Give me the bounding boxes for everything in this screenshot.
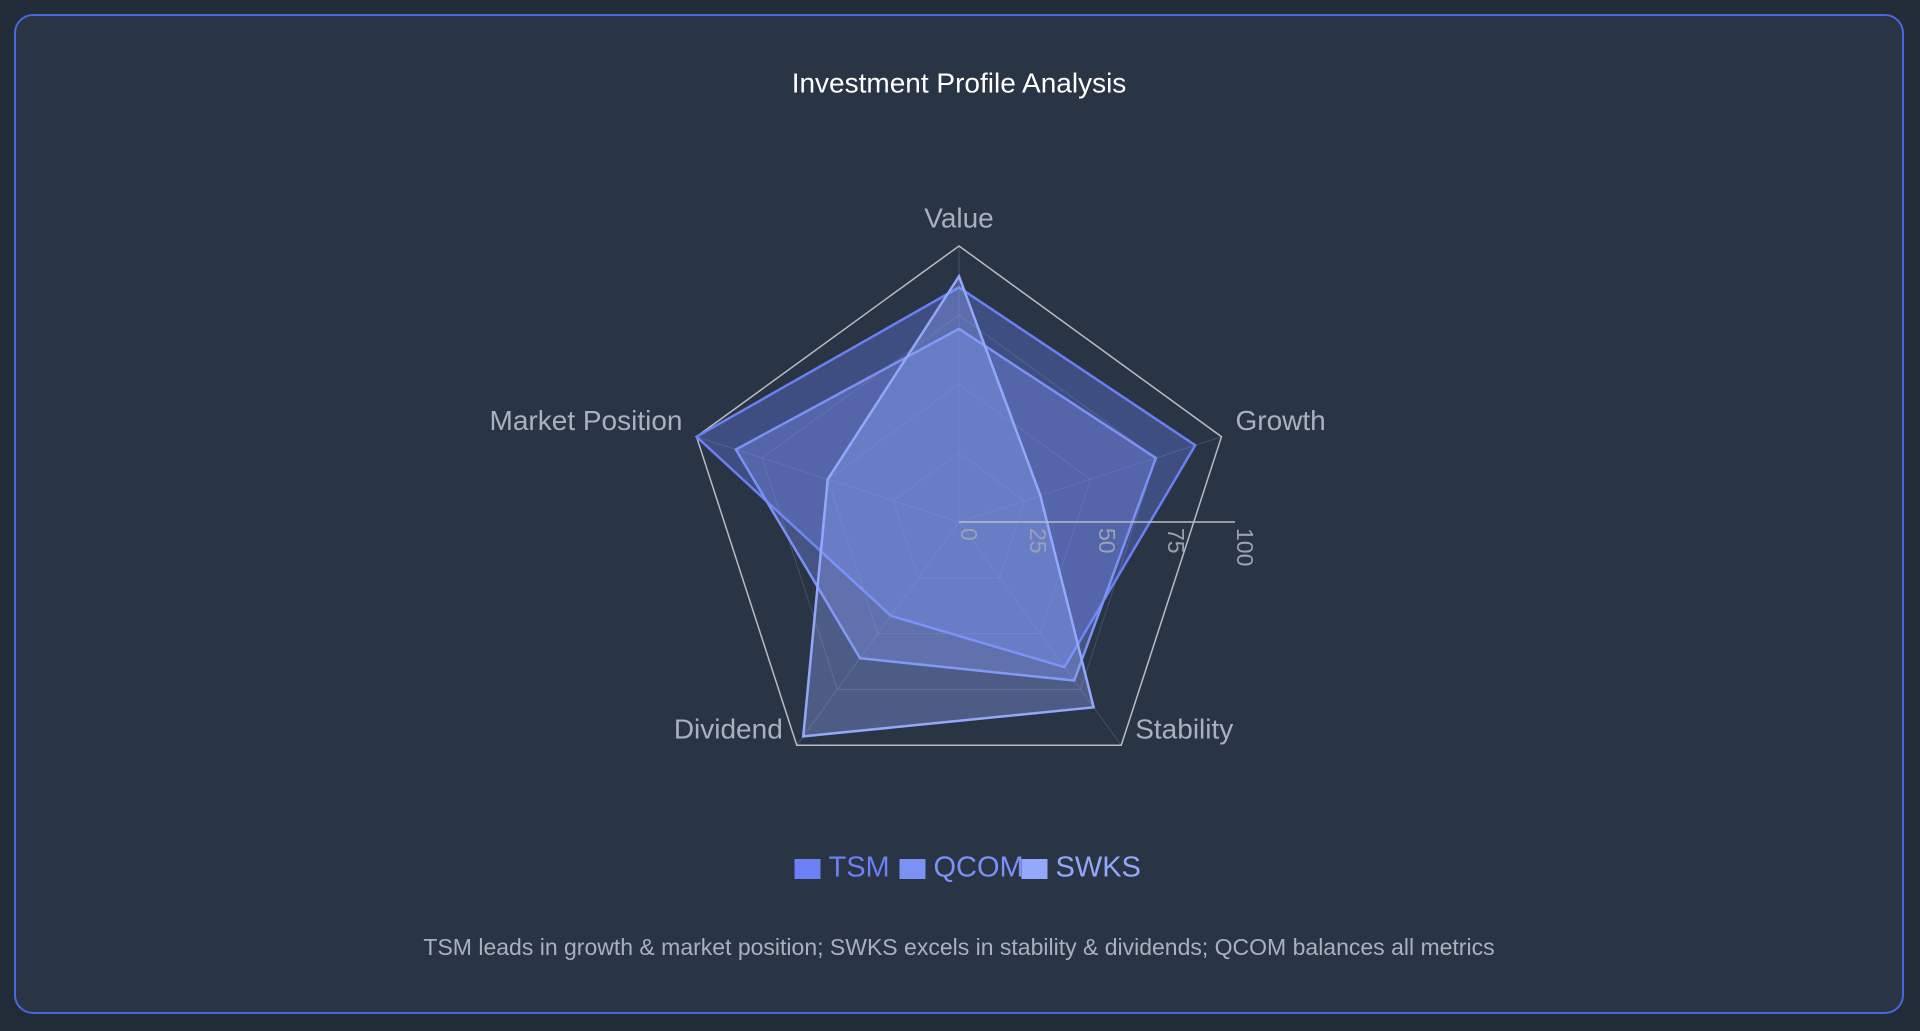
panel: [14, 14, 1904, 1014]
legend-swatch: [899, 859, 926, 879]
radar-area: [801, 273, 1096, 738]
category-label: Stability: [1135, 714, 1233, 745]
r-tick-label: 100: [1232, 528, 1258, 566]
grid-ring: [761, 314, 1157, 690]
legend-swatch: [794, 859, 821, 879]
legend-label: QCOM: [934, 852, 1024, 884]
category-label: Growth: [1235, 405, 1325, 436]
annotation: TSM leads in growth & market position; S…: [423, 934, 1494, 960]
r-tick-label: 75: [1163, 528, 1189, 554]
legend-label: TSM: [829, 852, 890, 884]
r-tick-label: 0: [956, 528, 982, 541]
radar-area: [734, 327, 1158, 682]
grid-ring: [892, 452, 1026, 579]
category-label: Dividend: [674, 714, 783, 745]
grid-ring: [695, 245, 1223, 747]
r-tick-label: 25: [1025, 528, 1051, 554]
spoke: [796, 521, 960, 746]
category-label: Value: [924, 202, 994, 233]
r-tick-label: 50: [1094, 528, 1120, 554]
chart-title: Investment Profile Analysis: [792, 67, 1127, 98]
legend-label: SWKS: [1056, 852, 1141, 884]
legend-swatch: [1021, 859, 1048, 879]
radar-area: [694, 285, 1197, 669]
spoke: [958, 436, 1222, 523]
grid-ring: [827, 383, 1091, 635]
category-label: Market Position: [490, 405, 683, 436]
